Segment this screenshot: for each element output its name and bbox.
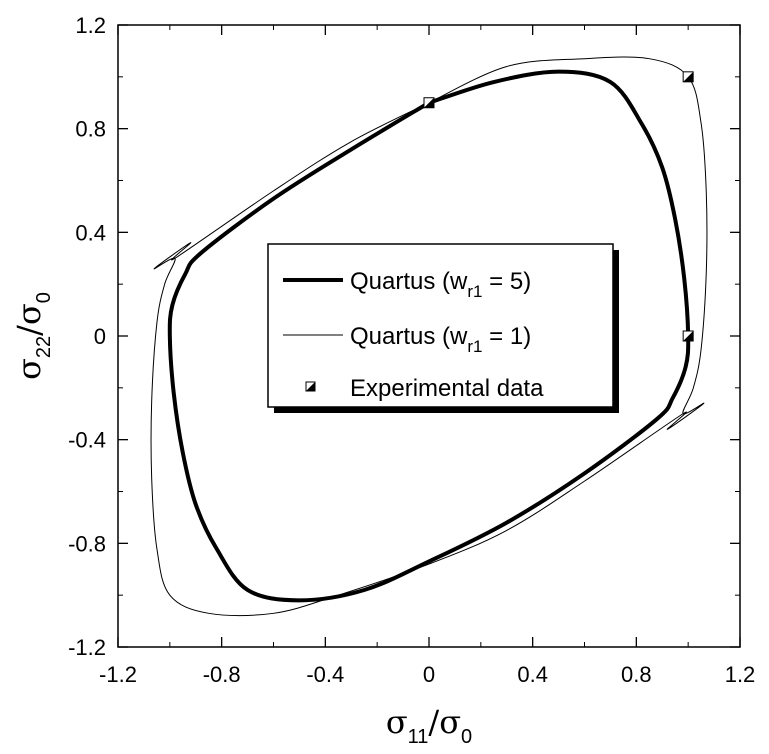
x-tick-label: -1.2 — [99, 662, 137, 687]
series-thick-curve — [167, 69, 691, 603]
x-tick-label: 0 — [423, 662, 435, 687]
y-label-sub2: 0 — [33, 292, 55, 303]
x-label-slash: / — [428, 703, 439, 741]
plot-curves — [150, 56, 708, 617]
legend-entry-2-sub: r1 — [467, 337, 482, 356]
x-axis-label: σ11/σ0 — [386, 703, 472, 748]
x-label-sym: σ — [386, 703, 408, 741]
legend-entry-2-suffix: = 1) — [483, 323, 532, 350]
experimental-data-point — [682, 330, 694, 342]
legend-entry-1-sub: r1 — [467, 282, 482, 301]
y-tick-label: 0 — [94, 324, 106, 349]
y-tick-label: -1.2 — [68, 635, 106, 660]
legend: Quartus (wr1 = 5) Quartus (wr1 = 1) Expe… — [267, 243, 619, 413]
y-tick-label: 0.8 — [75, 117, 106, 142]
x-tick-label: 0.4 — [517, 662, 548, 687]
x-label-sub2: 0 — [461, 726, 472, 748]
y-tick-label: -0.4 — [68, 428, 106, 453]
y-label-sym2: σ — [10, 303, 48, 325]
y-label-sub1: 22 — [33, 336, 55, 358]
y-tick-label: 1.2 — [75, 13, 106, 38]
legend-box — [267, 243, 614, 408]
x-label-sub1: 11 — [408, 726, 429, 748]
series-thin-curve — [150, 56, 708, 617]
x-tick-label: 1.2 — [725, 662, 756, 687]
legend-entry-1-suffix: = 5) — [483, 268, 532, 295]
experimental-data-point — [423, 97, 435, 109]
y-label-slash: / — [10, 325, 48, 336]
axis-ticks — [117, 24, 741, 648]
legend-entry-3-prefix: Experimental data — [350, 375, 544, 402]
y-axis-label: σ22/σ0 — [10, 292, 55, 380]
y-tick-label: -0.8 — [68, 531, 106, 556]
y-label-sym: σ — [10, 358, 48, 380]
legend-entry-2: Quartus (wr1 = 1) — [350, 323, 531, 356]
legend-entry-1: Quartus (wr1 = 5) — [350, 268, 531, 301]
x-label-sym2: σ — [439, 703, 461, 741]
experimental-data-point — [682, 71, 694, 83]
experimental-markers — [423, 71, 694, 342]
x-tick-label: -0.4 — [306, 662, 344, 687]
legend-entry-2-prefix: Quartus (w — [350, 323, 468, 350]
legend-entry-3: Experimental data — [350, 375, 544, 402]
y-tick-label: 0.4 — [75, 220, 106, 245]
x-tick-label: 0.8 — [621, 662, 652, 687]
legend-marker-sample — [305, 381, 316, 392]
x-tick-label: -0.8 — [203, 662, 241, 687]
y-tick-labels: -1.2 -0.8 -0.4 0 0.4 0.8 1.2 — [68, 13, 106, 660]
x-tick-labels: -1.2 -0.8 -0.4 0 0.4 0.8 1.2 — [99, 662, 755, 687]
legend-entry-1-prefix: Quartus (w — [350, 268, 468, 295]
